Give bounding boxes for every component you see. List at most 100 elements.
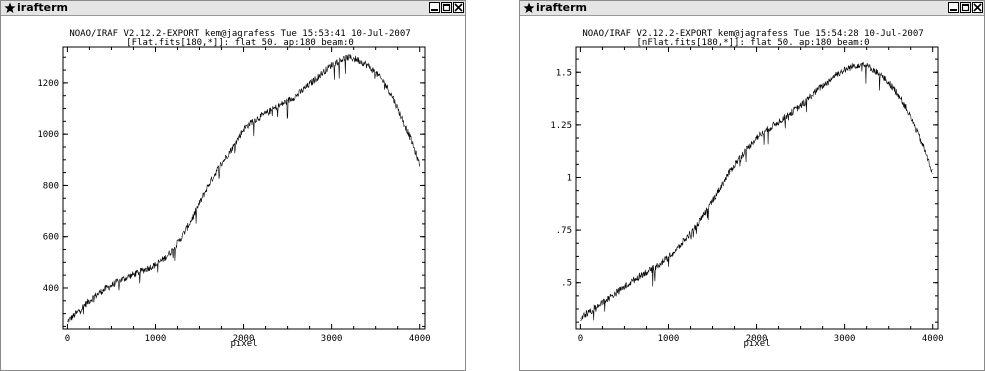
data-point xyxy=(879,73,881,75)
y-tick-label: 400 xyxy=(43,284,59,294)
window-controls xyxy=(948,2,983,14)
plot-header-line2: [Flat.fits[180,*]]: flat 50. ap:180 beam… xyxy=(126,38,354,48)
plot-header-line1: NOAO/IRAF V2.12.2-EXPORT kem@jagrafess T… xyxy=(582,29,923,39)
data-point xyxy=(756,137,757,138)
star-app-icon xyxy=(523,2,535,13)
data-point xyxy=(800,105,801,107)
window-titlebar[interactable]: irafterm xyxy=(520,1,984,16)
plot-frame xyxy=(575,46,939,330)
data-point xyxy=(773,124,775,126)
x-tick-label: 2000 xyxy=(746,334,768,344)
data-point xyxy=(199,202,200,204)
y-tick-label: 1200 xyxy=(37,79,59,89)
y-tick-label: 1.25 xyxy=(550,121,572,131)
data-point xyxy=(216,169,218,171)
y-tick-label: 600 xyxy=(43,233,59,243)
data-point xyxy=(375,72,377,74)
data-point xyxy=(747,147,749,149)
data-point xyxy=(870,67,872,69)
data-point xyxy=(401,118,403,120)
data-point xyxy=(207,185,209,186)
plot-frame xyxy=(62,46,426,330)
window-titlebar[interactable]: irafterm xyxy=(1,1,465,16)
y-tick-label: .5 xyxy=(561,279,572,289)
x-tick-label: 4000 xyxy=(409,334,431,344)
data-point xyxy=(897,92,898,94)
data-point xyxy=(791,111,793,113)
close-icon[interactable] xyxy=(972,2,983,13)
data-point xyxy=(844,69,846,71)
data-point xyxy=(650,269,652,271)
data-point xyxy=(624,286,625,288)
data-point xyxy=(835,73,837,75)
data-point xyxy=(641,273,643,275)
data-point xyxy=(914,126,916,128)
data-point xyxy=(659,263,661,265)
x-axis-label: pixel xyxy=(743,339,770,349)
data-point xyxy=(75,313,77,315)
data-point xyxy=(260,115,262,117)
data-point xyxy=(357,59,359,61)
data-point xyxy=(720,185,722,187)
data-point xyxy=(84,304,86,306)
data-point xyxy=(676,248,678,250)
data-point xyxy=(861,63,863,65)
spectrum-plot-right: NOAO/IRAF V2.12.2-EXPORT kem@jagrafess T… xyxy=(550,29,943,349)
data-point xyxy=(146,268,148,270)
data-point xyxy=(923,147,925,149)
star-app-icon xyxy=(4,2,16,13)
data-point xyxy=(615,292,617,294)
data-point xyxy=(632,280,634,281)
data-point xyxy=(313,79,315,81)
data-point xyxy=(738,158,740,159)
spectrum-trace xyxy=(580,61,933,322)
spectrum-trace xyxy=(67,53,420,323)
data-point xyxy=(712,200,713,202)
data-point xyxy=(366,64,368,66)
data-point xyxy=(331,64,333,66)
data-point xyxy=(251,120,253,122)
data-point xyxy=(287,100,288,102)
minimize-icon[interactable] xyxy=(429,2,440,13)
x-tick-label: 2000 xyxy=(233,334,255,344)
data-point xyxy=(102,290,104,291)
data-point xyxy=(67,320,68,322)
data-point xyxy=(384,82,385,84)
close-icon[interactable] xyxy=(453,2,464,13)
data-point xyxy=(243,128,244,130)
data-point xyxy=(588,311,590,313)
x-tick-label: 0 xyxy=(65,334,70,344)
data-point xyxy=(304,87,306,89)
spectrum-plot-left: NOAO/IRAF V2.12.2-EXPORT kem@jagrafess T… xyxy=(37,29,431,349)
data-point xyxy=(278,105,280,107)
data-point xyxy=(93,296,95,298)
minimize-icon[interactable] xyxy=(948,2,959,13)
maximize-icon[interactable] xyxy=(441,2,452,13)
maximize-icon[interactable] xyxy=(960,2,971,13)
y-tick-label: .75 xyxy=(556,226,572,236)
y-tick-label: 800 xyxy=(43,181,59,191)
data-point xyxy=(685,238,687,239)
plot-header-line1: NOAO/IRAF V2.12.2-EXPORT kem@jagrafess T… xyxy=(69,29,410,39)
data-point xyxy=(119,279,121,281)
data-point xyxy=(190,220,192,222)
data-point xyxy=(410,138,412,140)
data-point xyxy=(905,107,907,109)
data-point xyxy=(826,82,828,84)
data-point xyxy=(606,299,608,300)
data-point xyxy=(340,59,341,61)
data-point xyxy=(348,56,350,58)
data-point xyxy=(809,97,810,98)
data-point xyxy=(419,164,421,166)
data-point xyxy=(172,249,174,250)
data-point xyxy=(888,82,890,84)
data-point xyxy=(392,97,394,99)
data-point xyxy=(181,236,183,238)
y-tick-label: 1 xyxy=(567,173,572,183)
window-title: irafterm xyxy=(536,1,588,14)
data-point xyxy=(234,144,236,145)
irafterm-window-right: irafterm NOAO/IRAF V2.12.2-EXPORT kem@ja… xyxy=(519,0,985,371)
data-point xyxy=(296,95,297,97)
data-point xyxy=(597,305,599,307)
data-point xyxy=(322,72,324,74)
